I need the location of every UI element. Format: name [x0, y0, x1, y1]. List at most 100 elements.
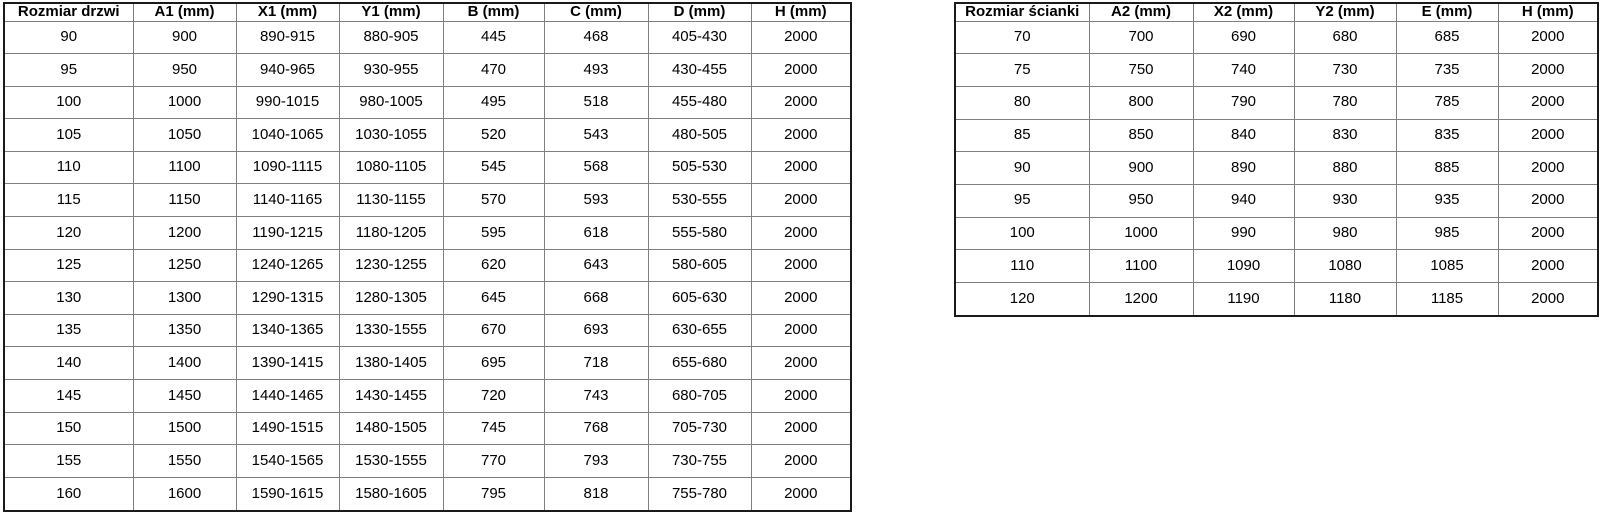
column-header: B (mm): [442, 2, 545, 22]
column-header: D (mm): [647, 2, 752, 22]
column-header: H (mm): [1497, 2, 1599, 22]
table-cell: 130: [3, 281, 134, 315]
table-cell: 950: [1088, 183, 1194, 218]
table-cell: 1600: [132, 476, 237, 512]
table-row: 70 700 690 680 685 2000: [954, 20, 1599, 55]
table-cell: 2000: [750, 150, 852, 185]
table-cell: 495: [442, 85, 545, 120]
table-row: 120 1200 1190-1215 1180-1205 595 618 555-580 20…: [3, 216, 852, 250]
column-header: A2 (mm): [1088, 2, 1194, 22]
table-cell: 885: [1395, 151, 1499, 185]
table-cell: 795: [442, 476, 545, 512]
column-header: Rozmiar drzwi: [3, 2, 134, 22]
table-cell: 160: [3, 476, 134, 512]
table-cell: 1500: [132, 411, 237, 446]
table-cell: 850: [1088, 118, 1194, 153]
table-cell: 835: [1395, 118, 1499, 153]
table-cell: 880: [1293, 151, 1397, 185]
table-cell: 2000: [750, 20, 852, 55]
table-row: 155 1550 1540-1565 1530-1555 770 793 730-755 20…: [3, 444, 852, 478]
table-cell: 630-655: [647, 313, 752, 348]
table-cell: 1540-1565: [235, 444, 340, 478]
table-cell: 1090: [1192, 249, 1295, 283]
table-cell: 140: [3, 346, 134, 381]
table-cell: 1240-1265: [235, 248, 340, 283]
table-row: 85 850 840 830 835 2000: [954, 118, 1599, 153]
table-cell: 1190-1215: [235, 216, 340, 250]
table-cell: 930: [1293, 183, 1397, 218]
table-cell: 620: [442, 248, 545, 283]
table-cell: 70: [954, 20, 1090, 55]
table-cell: 695: [442, 346, 545, 381]
table-cell: 120: [3, 216, 134, 250]
table-row: 100 1000 990-1015 980-1005 495 518 455-480 2000: [3, 85, 852, 120]
table-cell: 705-730: [647, 411, 752, 446]
table-cell: 1080: [1293, 249, 1397, 283]
table-cell: 990-1015: [235, 85, 340, 120]
table-cell: 785: [1395, 85, 1499, 120]
table-cell: 890-915: [235, 20, 340, 55]
table-cell: 2000: [1497, 20, 1599, 55]
table-cell: 520: [442, 118, 545, 152]
table-cell: 655-680: [647, 346, 752, 381]
table-cell: 685: [1395, 20, 1499, 55]
table-cell: 1180: [1293, 281, 1397, 317]
table-cell: 570: [442, 183, 545, 218]
table-row: 80 800 790 780 785 2000: [954, 85, 1599, 120]
table-cell: 985: [1395, 216, 1499, 251]
table-cell: 1230-1255: [338, 248, 444, 283]
table-cell: 95: [3, 53, 134, 87]
table-cell: 770: [442, 444, 545, 478]
table-cell: 90: [954, 151, 1090, 185]
table-cell: 135: [3, 313, 134, 348]
door-table-header-row: Rozmiar drzwi A1 (mm) X1 (mm) Y1 (mm) B (mm)…: [3, 2, 852, 22]
table-cell: 1030-1055: [338, 118, 444, 152]
table-cell: 1330-1555: [338, 313, 444, 348]
table-cell: 1040-1065: [235, 118, 340, 152]
table-cell: 668: [543, 281, 649, 315]
table-cell: 680: [1293, 20, 1397, 55]
column-header: Y2 (mm): [1293, 2, 1397, 22]
column-header: X2 (mm): [1192, 2, 1295, 22]
table-cell: 940-965: [235, 53, 340, 87]
table-cell: 1100: [1088, 249, 1194, 283]
table-cell: 2000: [1497, 53, 1599, 87]
table-cell: 115: [3, 183, 134, 218]
column-header: E (mm): [1395, 2, 1499, 22]
table-cell: 730: [1293, 53, 1397, 87]
table-cell: 480-505: [647, 118, 752, 152]
table-cell: 720: [442, 379, 545, 413]
table-cell: 593: [543, 183, 649, 218]
table-cell: 1090-1115: [235, 150, 340, 185]
table-cell: 1000: [1088, 216, 1194, 251]
table-cell: 470: [442, 53, 545, 87]
table-cell: 2000: [750, 346, 852, 381]
table-cell: 745: [442, 411, 545, 446]
table-cell: 743: [543, 379, 649, 413]
wall-table-header-row: Rozmiar ścianki A2 (mm) X2 (mm) Y2 (mm) E (m…: [954, 2, 1599, 22]
table-row: 160 1600 1590-1615 1580-1605 795 818 755-780 20…: [3, 476, 852, 512]
table-cell: 2000: [750, 183, 852, 218]
table-cell: 1200: [1088, 281, 1194, 317]
table-cell: 455-480: [647, 85, 752, 120]
table-cell: 940: [1192, 183, 1295, 218]
table-cell: 1000: [132, 85, 237, 120]
table-cell: 880-905: [338, 20, 444, 55]
table-cell: 890: [1192, 151, 1295, 185]
table-cell: 2000: [750, 411, 852, 446]
table-cell: 120: [954, 281, 1090, 317]
table-cell: 1550: [132, 444, 237, 478]
table-cell: 693: [543, 313, 649, 348]
table-cell: 445: [442, 20, 545, 55]
table-cell: 2000: [1497, 85, 1599, 120]
table-cell: 793: [543, 444, 649, 478]
table-cell: 718: [543, 346, 649, 381]
table-cell: 1380-1405: [338, 346, 444, 381]
table-cell: 1200: [132, 216, 237, 250]
table-cell: 618: [543, 216, 649, 250]
table-cell: 1480-1505: [338, 411, 444, 446]
table-row: 150 1500 1490-1515 1480-1505 745 768 705-730 20…: [3, 411, 852, 446]
table-cell: 645: [442, 281, 545, 315]
table-cell: 790: [1192, 85, 1295, 120]
table-cell: 90: [3, 20, 134, 55]
